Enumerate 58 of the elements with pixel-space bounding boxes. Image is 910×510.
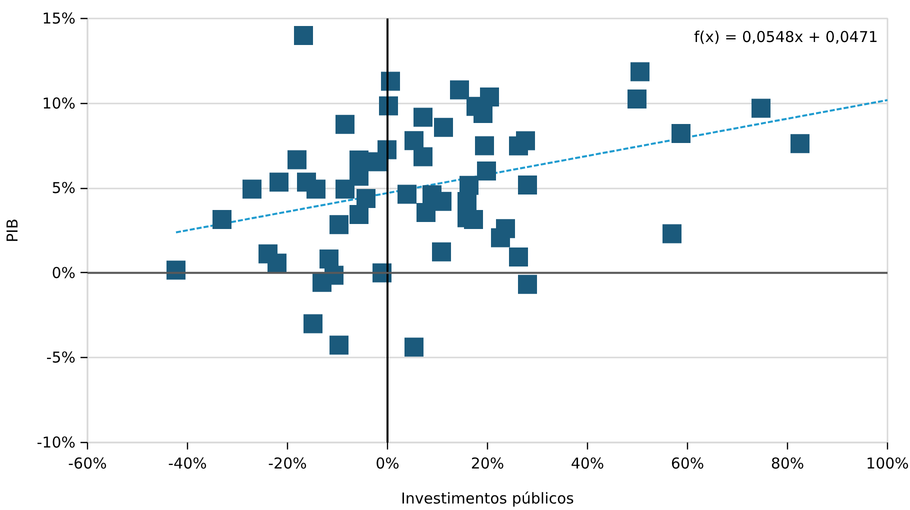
point	[336, 180, 354, 199]
point	[414, 108, 432, 127]
x-tick-label: 60%	[670, 454, 704, 472]
point	[432, 242, 451, 262]
y-tick-label: -10%	[36, 434, 76, 452]
point	[477, 161, 496, 180]
point	[434, 118, 453, 137]
x-axis-title: Investimentos públicos	[400, 490, 574, 508]
point	[450, 80, 469, 100]
point	[416, 203, 436, 222]
point	[404, 338, 424, 357]
point	[509, 136, 528, 156]
point	[368, 152, 386, 172]
point	[752, 98, 770, 118]
point	[464, 210, 483, 229]
point	[212, 210, 232, 229]
y-tick-label: 15%	[42, 10, 76, 28]
point	[509, 247, 528, 266]
x-tick-label: 0%	[376, 454, 400, 472]
point	[242, 180, 262, 199]
x-tick-label: 100%	[866, 454, 909, 472]
point	[288, 150, 306, 170]
point	[790, 134, 810, 154]
point	[356, 188, 376, 208]
x-tick-label: 40%	[570, 454, 604, 472]
y-axis-title: PIB	[4, 218, 22, 242]
y-tick-label: 5%	[52, 179, 76, 198]
point	[350, 205, 368, 224]
point	[414, 147, 432, 166]
point	[628, 90, 646, 109]
annotation: f(x) = 0,0548x + 0,0471	[694, 28, 878, 46]
x-tick-label: -20%	[268, 454, 307, 472]
y-tick-label: 10%	[42, 94, 76, 112]
y-tick-label: -5%	[46, 348, 76, 367]
y-tick-label: 0%	[52, 264, 76, 282]
point	[270, 172, 288, 192]
point	[320, 249, 338, 268]
point	[475, 136, 494, 156]
x-tick-label: 80%	[770, 454, 804, 472]
point	[312, 272, 332, 292]
point	[294, 26, 313, 45]
x-tick-label: -60%	[68, 454, 107, 472]
point	[306, 180, 326, 199]
x-tick-label: -40%	[168, 454, 207, 472]
point	[672, 124, 690, 143]
point	[336, 114, 354, 134]
point	[662, 224, 682, 244]
point	[330, 336, 348, 355]
point	[630, 62, 650, 82]
point	[518, 176, 537, 195]
x-tick-label: 20%	[470, 454, 504, 472]
point	[268, 254, 286, 273]
point	[404, 131, 424, 150]
point	[398, 184, 416, 204]
point	[304, 314, 322, 334]
point	[518, 274, 537, 294]
point	[491, 228, 510, 248]
point	[330, 215, 348, 234]
